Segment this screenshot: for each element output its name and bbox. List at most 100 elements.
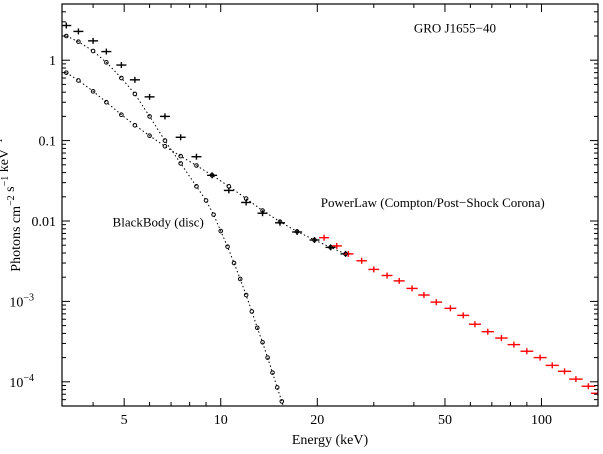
- model-point: [194, 163, 199, 168]
- data-point: [274, 219, 285, 226]
- data-point: [144, 93, 155, 100]
- data-point: [591, 390, 598, 397]
- model-point: [294, 229, 300, 234]
- series-group: [62, 22, 598, 431]
- data-point: [101, 48, 112, 55]
- data-point: [495, 335, 508, 342]
- series-0: [62, 22, 351, 257]
- series-1: [319, 234, 598, 397]
- model-point: [147, 114, 152, 119]
- data-point: [62, 22, 72, 29]
- data-point: [356, 257, 367, 264]
- plot-frame: [61, 3, 599, 407]
- model-point: [178, 153, 183, 159]
- series-layer: [62, 22, 598, 431]
- model-point: [243, 196, 249, 201]
- y-label-part: keV: [0, 149, 12, 176]
- x-tick-label: 20: [310, 413, 324, 428]
- series-2: [63, 33, 293, 431]
- data-point: [73, 28, 84, 35]
- y-label-part: Photons cm: [9, 206, 24, 272]
- model-point: [203, 198, 209, 203]
- model-point: [76, 78, 81, 83]
- y-label-part: s: [3, 186, 18, 195]
- y-tick-label: 0.1: [39, 135, 57, 150]
- data-point: [507, 341, 521, 348]
- model-point: [162, 138, 168, 143]
- model-point: [284, 414, 288, 418]
- model-point: [90, 48, 96, 54]
- y-tick-label: 0.01: [32, 215, 57, 230]
- y-label-exponent: −1: [0, 138, 5, 149]
- y-tick-label: 10−3: [9, 292, 34, 310]
- model-point: [90, 89, 96, 94]
- axes-layer: 5 10 20 50 100 1 0.1 0.01 10−3 10−4: [9, 3, 598, 428]
- series-3: [63, 70, 348, 257]
- y-label-exponent: −1: [0, 176, 11, 187]
- model-point: [225, 244, 230, 249]
- data-point: [406, 285, 418, 292]
- model-point: [265, 355, 270, 360]
- model-point: [162, 143, 168, 149]
- model-point: [254, 325, 260, 331]
- data-point: [533, 354, 547, 361]
- data-point: [368, 266, 380, 273]
- model-point: [132, 122, 138, 128]
- data-point: [468, 321, 481, 328]
- model-point: [226, 184, 232, 189]
- model-point: [237, 276, 243, 282]
- data-point: [569, 376, 583, 383]
- x-tick-label: 10: [214, 413, 228, 428]
- model-point: [218, 228, 224, 234]
- y-tick-exponent: −3: [23, 292, 34, 303]
- chart-annotation: PowerLaw (Compton/Post−Shock Corona): [321, 195, 545, 210]
- model-point: [178, 161, 183, 166]
- model-point: [104, 60, 109, 65]
- model-point: [119, 112, 124, 117]
- data-point: [444, 305, 457, 312]
- data-point: [319, 234, 330, 241]
- model-point: [289, 427, 293, 431]
- chart-annotation: GRO J1655−40: [414, 21, 496, 36]
- chart-annotation: BlackBody (disc): [113, 215, 204, 230]
- y-tick-label: 10−4: [9, 373, 34, 391]
- x-axis-label: Energy (keV): [292, 433, 369, 448]
- model-point: [194, 184, 199, 189]
- model-point: [328, 245, 333, 250]
- model-curve-line: [66, 72, 346, 255]
- model-point: [231, 260, 237, 266]
- data-point: [129, 76, 140, 83]
- data-point: [331, 242, 342, 249]
- x-tick-label: 5: [121, 413, 128, 428]
- model-point: [274, 385, 280, 390]
- model-point: [270, 370, 275, 375]
- data-point: [381, 272, 393, 279]
- model-point: [277, 219, 283, 225]
- data-point: [557, 368, 572, 375]
- data-point: [481, 328, 494, 335]
- data-point: [116, 62, 127, 69]
- annotation-layer: GRO J1655−40 BlackBody (disc) PowerLaw (Co…: [113, 21, 545, 230]
- model-point: [260, 208, 265, 213]
- data-point: [393, 277, 405, 284]
- model-point: [104, 99, 109, 105]
- y-tick-exponent: −4: [23, 373, 34, 384]
- model-point: [147, 133, 152, 139]
- model-point: [119, 75, 124, 81]
- data-point: [88, 37, 99, 44]
- x-tick-label: 100: [531, 413, 552, 428]
- y-axis-label: Photons cm−2 s−1 keV−1: [0, 138, 24, 271]
- model-point: [312, 237, 317, 243]
- x-tick-label: 50: [438, 413, 452, 428]
- y-tick-label: 1: [49, 54, 56, 69]
- model-point: [260, 339, 265, 345]
- data-point: [191, 153, 202, 160]
- data-point: [175, 134, 186, 141]
- model-point: [243, 292, 249, 298]
- model-point: [279, 399, 285, 404]
- data-point: [159, 113, 170, 120]
- data-point: [418, 292, 430, 299]
- model-point: [211, 212, 216, 217]
- data-point: [520, 348, 534, 355]
